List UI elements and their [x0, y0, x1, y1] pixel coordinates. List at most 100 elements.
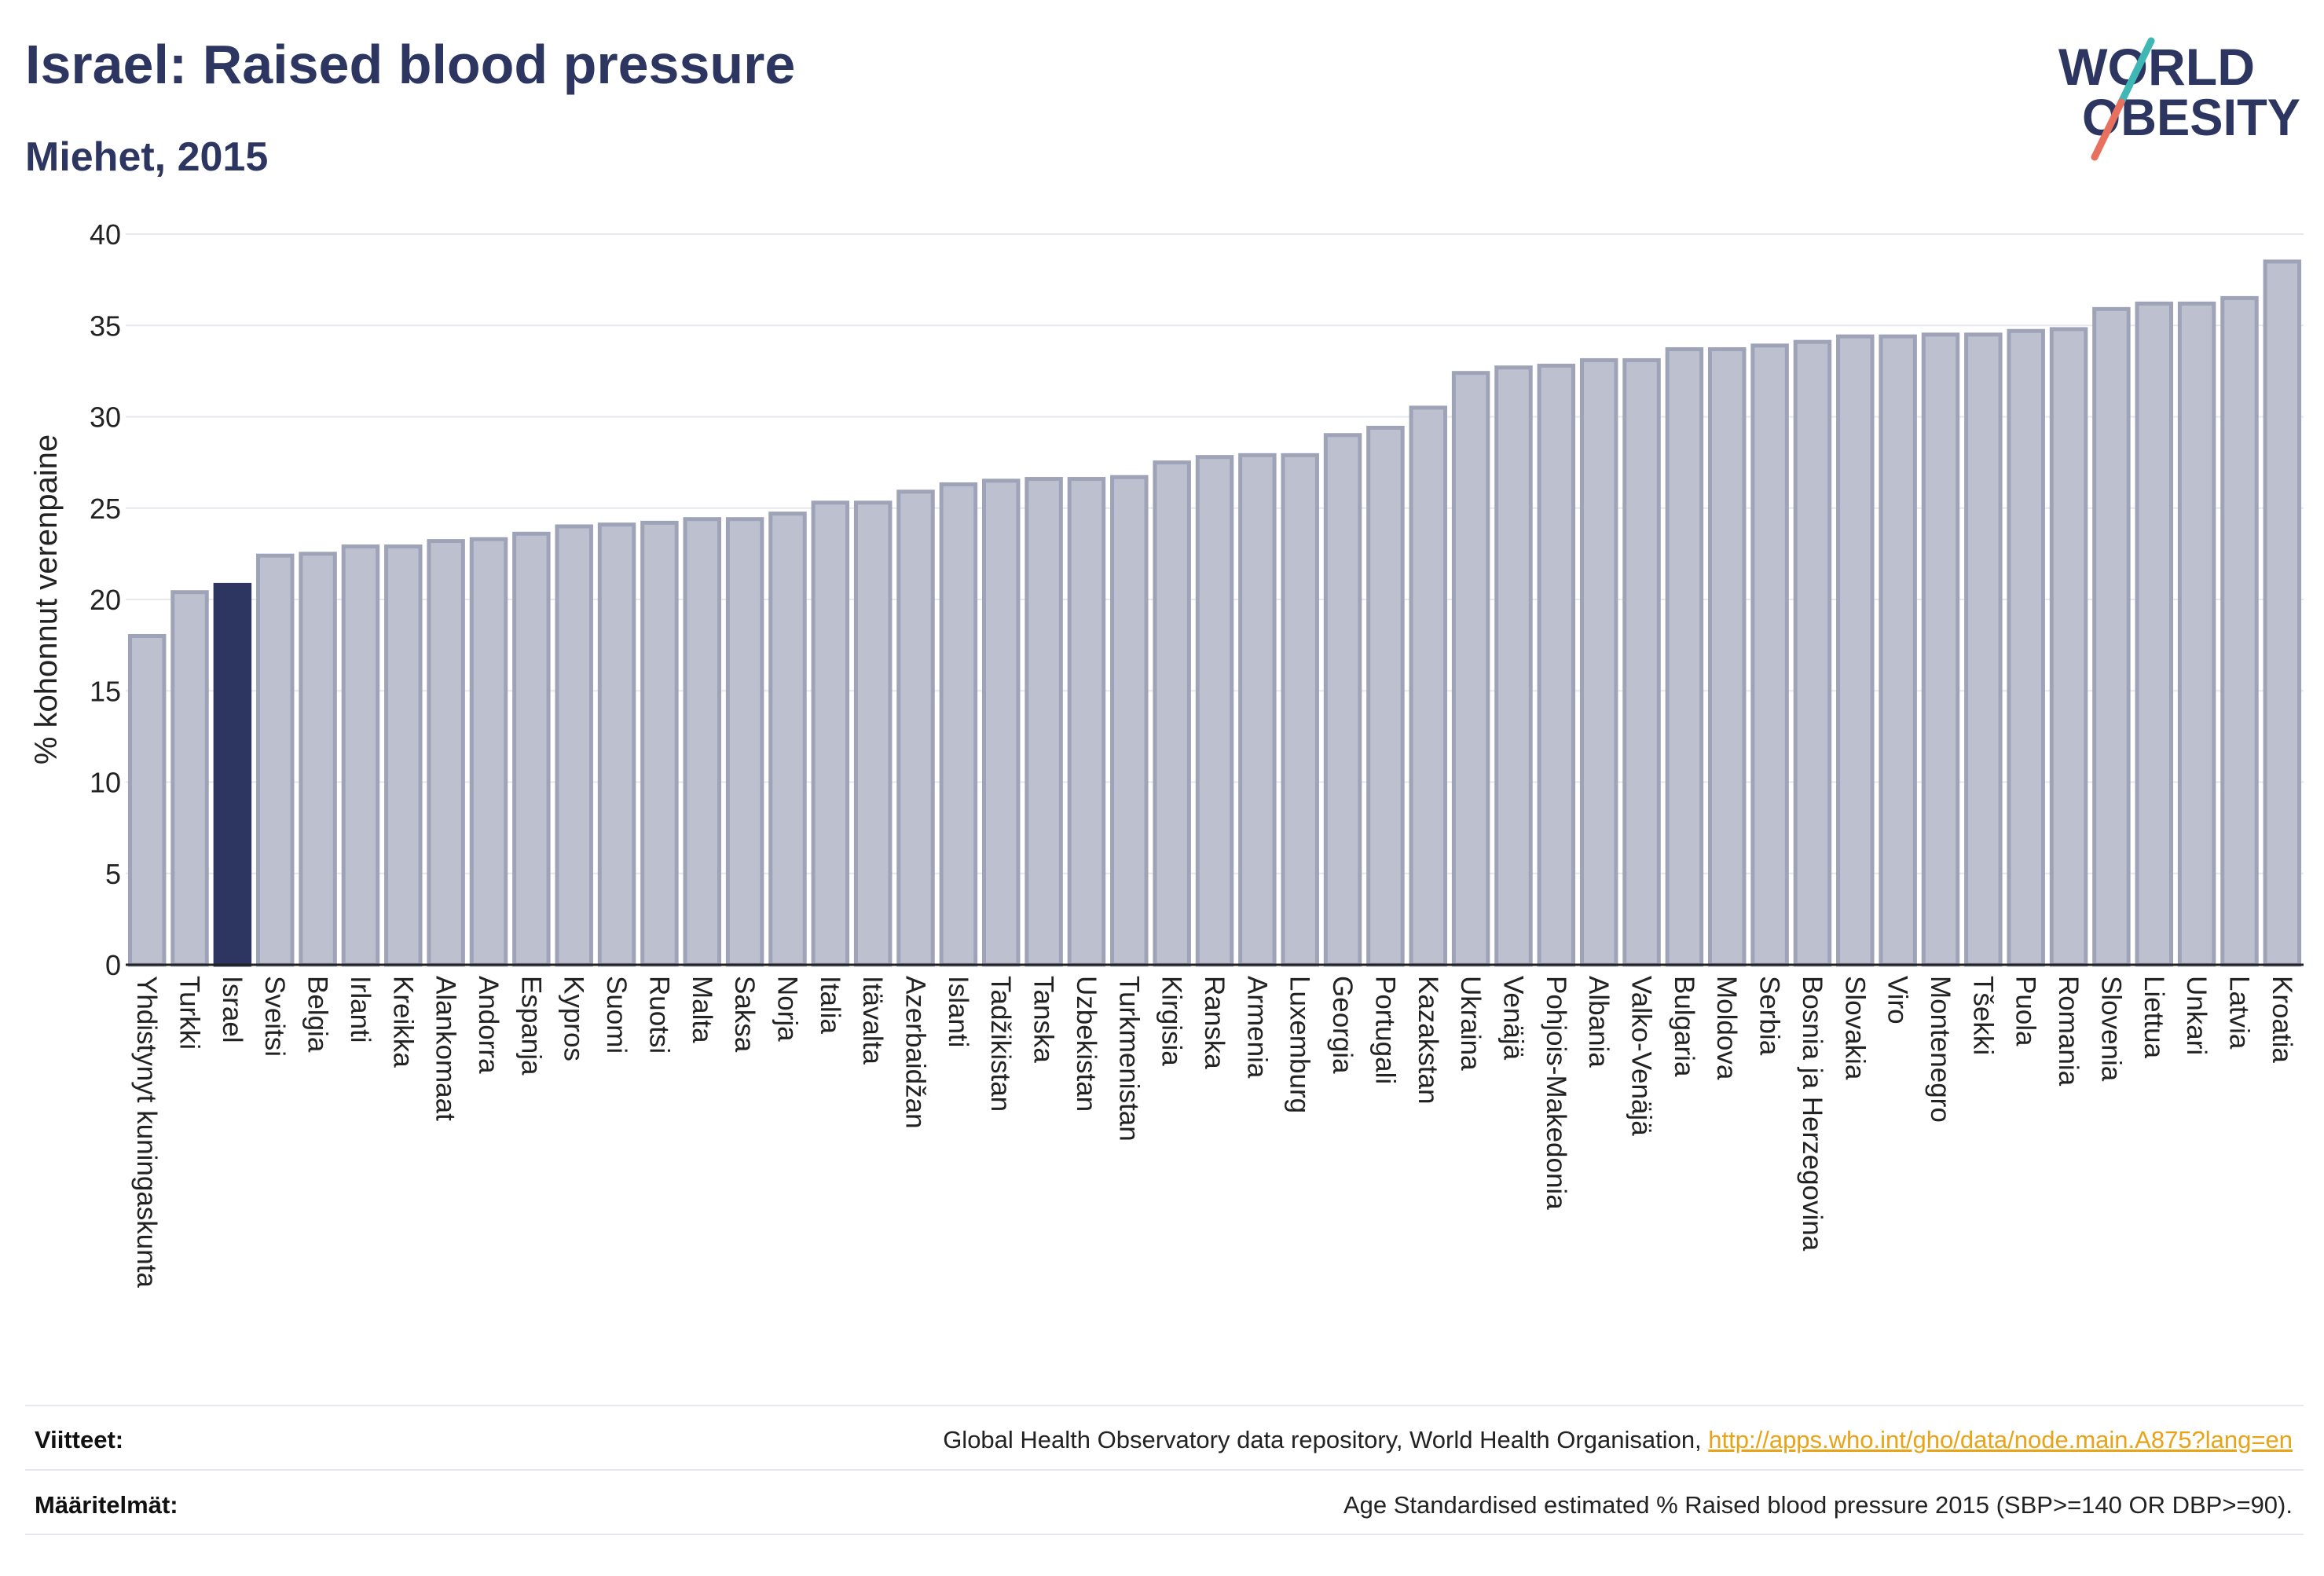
x-tick-label: Sveitsi	[259, 976, 290, 1057]
definitions-text: Age Standardised estimated % Raised bloo…	[1343, 1491, 2293, 1519]
x-tick-label: Armenia	[1241, 976, 1272, 1079]
bar-tad-ikistan	[981, 478, 1021, 967]
bar-espanja	[512, 531, 551, 967]
x-tick-label: Montenegro	[1925, 976, 1956, 1123]
bar-saksa	[725, 517, 764, 967]
bar-albania	[1579, 357, 1618, 967]
bar-italia	[811, 500, 850, 967]
x-tick-label: Liettua	[2139, 976, 2169, 1059]
x-tick-label: Italia	[815, 976, 845, 1034]
logo-line-obesity: OBESITY	[2082, 88, 2300, 146]
bar-slovenia	[2092, 306, 2131, 967]
bar-ukraina	[1451, 371, 1490, 967]
bar-kroatia	[2263, 259, 2302, 967]
chart-title: Israel: Raised blood pressure	[25, 34, 796, 95]
x-tick-label: Ukraina	[1455, 976, 1486, 1071]
y-tick-label: 40	[90, 218, 121, 251]
x-axis-labels: Yhdistynyt kuningaskunta Turkki Israel Svei…	[131, 976, 2297, 1288]
bar-slovakia	[1836, 334, 1875, 967]
x-tick-label: Serbia	[1754, 976, 1785, 1056]
x-tick-label: Albania	[1583, 976, 1614, 1068]
bar-bulgaria	[1665, 346, 1704, 967]
sources-label: Viitteet:	[35, 1426, 124, 1453]
sources-text: Global Health Observatory data repositor…	[943, 1426, 2293, 1454]
y-axis-label: % kohonnut verenpaine	[29, 434, 64, 764]
chart-subtitle: Miehet, 2015	[25, 134, 269, 180]
y-tick-label: 5	[105, 858, 121, 890]
bar-irlanti	[341, 544, 380, 967]
x-tick-label: Valko-Venäjä	[1626, 976, 1657, 1136]
bar-luxemburg	[1281, 453, 1319, 967]
y-tick-label: 35	[90, 310, 121, 342]
bar-portugali	[1366, 425, 1405, 967]
bar-t-ekki	[1964, 332, 2003, 967]
x-tick-label: Georgia	[1327, 976, 1358, 1074]
x-tick-label: Kazakstan	[1413, 976, 1443, 1104]
bar-norja	[768, 511, 807, 967]
x-tick-label: Tšekki	[1967, 976, 1998, 1055]
sources-citation: Global Health Observatory data repositor…	[943, 1426, 1709, 1453]
x-tick-label: Pohjois-Makedonia	[1541, 976, 1571, 1210]
x-tick-label: Romania	[2053, 976, 2084, 1087]
bar-yhdistynyt-kuningaskunta	[127, 634, 167, 967]
x-tick-label: Tadžikistan	[985, 976, 1016, 1112]
footer-divider-middle	[25, 1469, 2304, 1471]
sources-link[interactable]: http://apps.who.int/gho/data/node.main.A…	[1708, 1426, 2293, 1453]
bar-kypros	[555, 524, 593, 967]
bar-kirgisia	[1153, 460, 1191, 967]
bar-alankomaat	[427, 539, 465, 967]
x-tick-label: Turkmenistan	[1113, 976, 1144, 1142]
x-tick-label: Turkki	[174, 976, 205, 1050]
x-tick-label: Kreikka	[387, 976, 418, 1068]
x-tick-label: Slovakia	[1839, 976, 1870, 1080]
bar-tanska	[1025, 477, 1063, 967]
bar-chart: 0 5 10 15 20 25 30 35 40 Yhdistynyt kuningaskunt…	[29, 218, 2304, 1288]
y-tick-label: 20	[90, 584, 121, 616]
y-tick-label: 10	[90, 767, 121, 799]
bar-georgia	[1323, 433, 1362, 967]
logo-slash-top	[2117, 37, 2155, 106]
x-tick-label: Latvia	[2223, 976, 2254, 1050]
x-tick-label: Norja	[772, 976, 802, 1042]
footer-divider-bottom	[25, 1534, 2304, 1535]
bar-puola	[2007, 328, 2045, 967]
bar-andorra	[469, 537, 508, 967]
x-tick-label: Espanja	[515, 976, 546, 1076]
bars	[127, 259, 2302, 967]
bar-latvia	[2220, 295, 2259, 967]
x-tick-label: Kypros	[559, 976, 589, 1061]
definitions-label: Määritelmät:	[35, 1491, 178, 1519]
bar-sveitsi	[255, 553, 295, 967]
x-tick-label: Viro	[1882, 976, 1913, 1024]
bar-bosnia-ja-herzegovina	[1793, 339, 1832, 967]
x-tick-label: Israel	[217, 976, 247, 1043]
bar-romania	[2049, 327, 2088, 967]
y-tick-label: 0	[105, 949, 121, 981]
y-axis-ticks: 0 5 10 15 20 25 30 35 40	[90, 218, 121, 981]
bar-pohjois-makedonia	[1537, 363, 1576, 967]
x-tick-label: Luxemburg	[1285, 976, 1315, 1113]
x-tick-label: Islanti	[943, 976, 973, 1047]
x-tick-label: Ruotsi	[643, 976, 674, 1054]
x-tick-label: Suomi	[601, 976, 632, 1054]
x-tick-label: Kroatia	[2267, 976, 2297, 1063]
x-tick-label: Malta	[687, 976, 717, 1043]
y-tick-label: 30	[90, 401, 121, 434]
bar-it-valta	[853, 500, 893, 967]
bar-malta	[683, 517, 722, 967]
bar-turkmenistan	[1110, 475, 1149, 967]
bar-viro	[1879, 334, 1917, 967]
x-tick-label: Portugali	[1369, 976, 1400, 1084]
bar-kazakstan	[1409, 405, 1448, 967]
x-tick-label: Ranska	[1199, 976, 1230, 1069]
bar-serbia	[1750, 343, 1789, 967]
x-tick-label: Venäjä	[1497, 976, 1528, 1061]
bar-ranska	[1195, 455, 1234, 967]
bar-liettua	[2135, 301, 2174, 967]
logo-slash-bottom	[2091, 98, 2125, 161]
bar-valko-ven-j-	[1622, 357, 1661, 967]
logo-line-world: WORLD	[2058, 38, 2255, 96]
x-tick-label: Bosnia ja Herzegovina	[1797, 976, 1827, 1252]
x-tick-label: Moldova	[1711, 976, 1742, 1080]
bar-azerbaid-an	[896, 489, 935, 967]
